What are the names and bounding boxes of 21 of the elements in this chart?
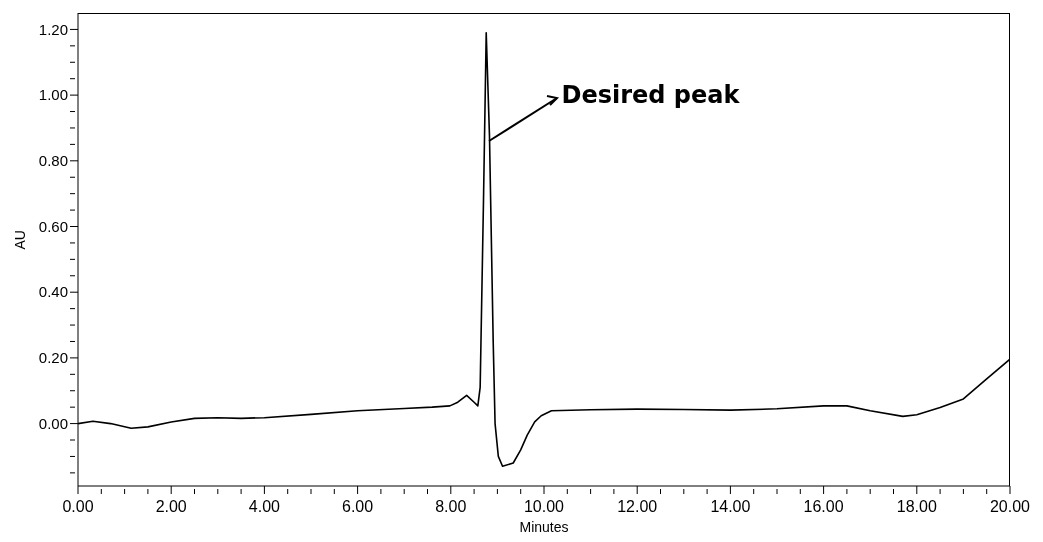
x-tick-label: 14.00 xyxy=(710,498,751,515)
x-tick-label: 10.00 xyxy=(523,498,565,515)
y-tick-label: 0.20 xyxy=(38,349,68,367)
y-tick-label: 1.20 xyxy=(38,20,68,38)
x-tick-label: 16.00 xyxy=(803,498,844,515)
x-tick-label: 2.00 xyxy=(155,498,187,515)
annotation: Desired peak xyxy=(561,81,740,110)
y-tick-label: 1.00 xyxy=(38,86,68,104)
x-tick-label: 0.00 xyxy=(62,498,94,515)
y-axis-title: AU xyxy=(11,230,28,250)
y-tick-label: 0.60 xyxy=(38,217,68,235)
x-tick-label: 4.00 xyxy=(248,498,281,515)
x-tick-label: 12.00 xyxy=(617,498,658,515)
x-tick-label: 18.00 xyxy=(896,498,937,515)
x-tick-label: 6.00 xyxy=(342,498,374,515)
x-tick-label: 20.00 xyxy=(989,498,1031,515)
y-tick-label: 0.40 xyxy=(38,283,68,301)
y-tick-label: 0.00 xyxy=(38,414,68,432)
x-axis-title: Minutes xyxy=(519,519,569,535)
x-tick-label: 8.00 xyxy=(435,498,467,515)
y-tick-label: 0.80 xyxy=(38,152,68,170)
